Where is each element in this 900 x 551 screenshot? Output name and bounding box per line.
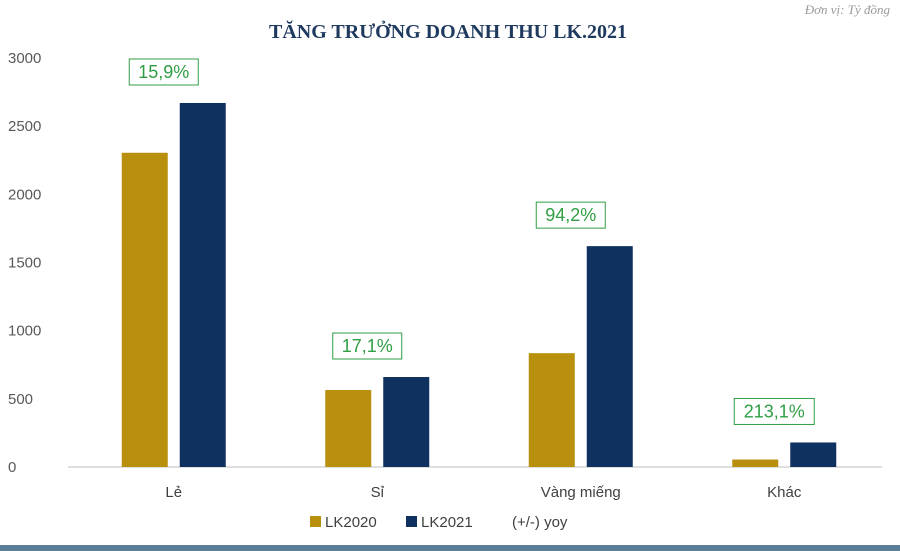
legend-label: LK2020	[325, 514, 377, 531]
yoy-label: 17,1%	[342, 336, 393, 356]
yoy-box	[128, 58, 199, 86]
bar-lk2021	[179, 102, 226, 468]
x-tick-label: Sỉ	[371, 484, 385, 501]
legend: LK2020 LK2021 (+/-) yoy	[310, 514, 568, 531]
bar-lk2020	[325, 389, 372, 467]
bar-lk2021	[790, 442, 837, 467]
y-tick-label: 500	[8, 391, 33, 408]
bar-lk2020	[732, 459, 779, 467]
yoy-label: 15,9%	[138, 62, 189, 82]
x-axis-labels: Lẻ Sỉ Vàng miếng Khác	[165, 484, 801, 501]
y-tick-label: 0	[8, 459, 16, 476]
yoy-label: 213,1%	[744, 401, 805, 421]
x-tick-label: Khác	[767, 484, 802, 501]
bar-lk2021	[383, 377, 430, 467]
y-tick-label: 2000	[8, 186, 41, 203]
y-tick-label: 3000	[8, 50, 41, 67]
bar-lk2020	[528, 353, 575, 467]
bottom-border	[0, 545, 900, 551]
bar-lk2020	[121, 152, 168, 468]
y-axis: 0 500 1000 1500 2000 2500 3000	[8, 50, 41, 476]
legend-swatch-lk2021	[406, 516, 417, 527]
bar-lk2021	[586, 246, 633, 467]
legend-swatch-lk2020	[310, 516, 321, 527]
yoy-box	[535, 201, 606, 229]
chart-title: TĂNG TRƯỞNG DOANH THU LK.2021	[269, 19, 627, 43]
x-tick-label: Lẻ	[165, 484, 182, 501]
bars	[121, 102, 837, 468]
y-tick-label: 1500	[8, 255, 41, 272]
yoy-label: 94,2%	[545, 205, 596, 225]
yoy-labels: 15,9% 17,1% 94,2% 213,1%	[128, 58, 815, 425]
yoy-box	[332, 332, 403, 360]
legend-label: LK2021	[421, 514, 473, 531]
y-tick-label: 2500	[8, 118, 41, 135]
yoy-box	[733, 397, 815, 425]
unit-note: Đơn vị: Tỷ đồng	[804, 2, 891, 17]
legend-label-yoy: (+/-) yoy	[512, 514, 568, 531]
y-tick-label: 1000	[8, 323, 41, 340]
x-tick-label: Vàng miếng	[541, 484, 621, 501]
